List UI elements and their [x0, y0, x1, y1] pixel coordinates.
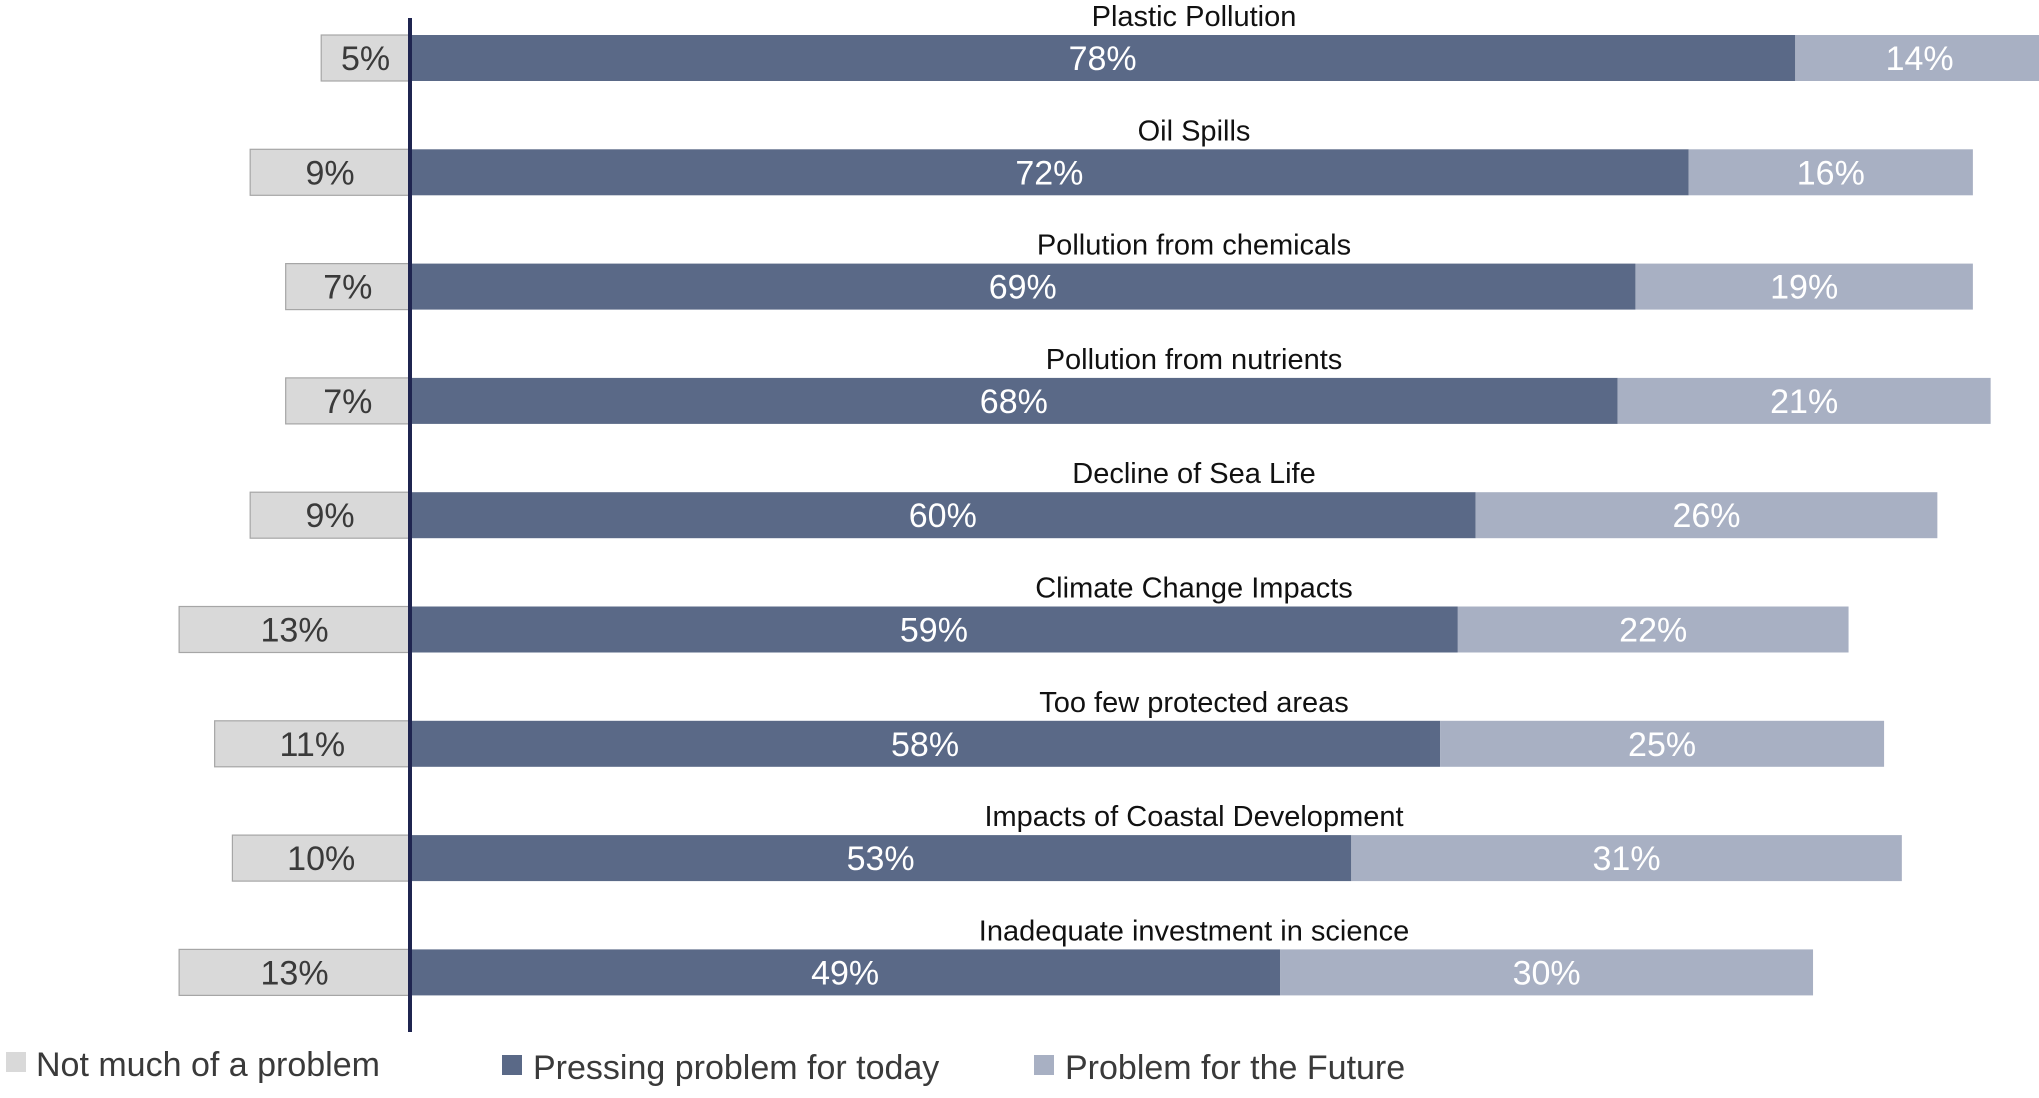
- value-label-problem-for-the-future: 14%: [1886, 40, 1954, 78]
- category-label: Oil Spills: [1138, 115, 1251, 147]
- legend-item-pressing-problem-for-today: Pressing problem for today: [502, 1049, 939, 1087]
- bar-not-much-of-a-problem: [285, 377, 411, 425]
- bar-row-pollution-from-chemicals: Pollution from chemicals 7% 69% 19%: [285, 230, 1973, 311]
- value-label-pressing-problem-for-today: 78%: [1069, 40, 1137, 78]
- legend-swatch: [1034, 1055, 1054, 1075]
- value-label-not-much-of-a-problem: 11%: [280, 726, 346, 764]
- value-label-not-much-of-a-problem: 13%: [261, 954, 329, 992]
- value-label-problem-for-the-future: 21%: [1770, 383, 1838, 421]
- bar-problem-for-the-future: [1795, 35, 2039, 81]
- value-label-not-much-of-a-problem: 9%: [306, 154, 355, 192]
- bar-row-climate-change-impacts: Climate Change Impacts 13% 59% 22%: [178, 573, 1849, 654]
- value-label-pressing-problem-for-today: 59%: [900, 612, 968, 650]
- category-label: Inadequate investment in science: [979, 915, 1409, 947]
- bar-problem-for-the-future: [1280, 949, 1814, 996]
- value-label-not-much-of-a-problem: 10%: [287, 840, 355, 878]
- bar-problem-for-the-future: [1457, 606, 1849, 653]
- value-label-problem-for-the-future: 16%: [1797, 154, 1865, 192]
- bar-problem-for-the-future: [1688, 149, 1973, 196]
- value-label-not-much-of-a-problem: 7%: [323, 269, 372, 307]
- bar-not-much-of-a-problem: [178, 948, 411, 997]
- value-label-not-much-of-a-problem: 13%: [261, 612, 329, 650]
- bar-problem-for-the-future: [1475, 492, 1938, 539]
- category-label: Plastic Pollution: [1092, 1, 1297, 33]
- category-label: Impacts of Coastal Development: [984, 801, 1403, 833]
- legend-item-problem-for-the-future: Problem for the Future: [1034, 1049, 1405, 1087]
- value-label-problem-for-the-future: 25%: [1628, 726, 1696, 764]
- value-label-pressing-problem-for-today: 68%: [980, 383, 1048, 421]
- bar-pressing-problem-for-today: [410, 263, 1636, 310]
- value-label-problem-for-the-future: 22%: [1619, 612, 1687, 650]
- bar-problem-for-the-future: [1635, 263, 1973, 310]
- bar-row-pollution-from-nutrients: Pollution from nutrients 7% 68% 21%: [285, 344, 1991, 425]
- bar-problem-for-the-future: [1440, 720, 1885, 767]
- legend-item-not-much-of-a-problem: Not much of a problem: [6, 1046, 380, 1084]
- value-label-pressing-problem-for-today: 69%: [989, 269, 1057, 307]
- category-label: Too few protected areas: [1039, 687, 1349, 719]
- legend: Not much of a problem Pressing problem fo…: [6, 1046, 1405, 1087]
- bars-group: Plastic Pollution 5% 78% 14% Oil Spills 9% 72%…: [178, 1, 2039, 997]
- bar-pressing-problem-for-today: [410, 492, 1476, 539]
- value-label-problem-for-the-future: 19%: [1770, 269, 1838, 307]
- bar-pressing-problem-for-today: [410, 835, 1352, 882]
- value-label-not-much-of-a-problem: 7%: [323, 383, 372, 421]
- value-label-problem-for-the-future: 30%: [1513, 954, 1581, 992]
- bar-row-plastic-pollution: Plastic Pollution 5% 78% 14%: [320, 1, 2039, 82]
- bar-pressing-problem-for-today: [410, 149, 1689, 196]
- bar-problem-for-the-future: [1351, 835, 1902, 882]
- legend-label: Problem for the Future: [1065, 1049, 1405, 1087]
- value-label-problem-for-the-future: 26%: [1672, 497, 1740, 535]
- value-label-problem-for-the-future: 31%: [1593, 840, 1661, 878]
- category-label: Climate Change Impacts: [1035, 573, 1353, 605]
- legend-label: Not much of a problem: [36, 1046, 380, 1084]
- value-label-not-much-of-a-problem: 5%: [341, 40, 390, 78]
- category-label: Decline of Sea Life: [1072, 458, 1315, 490]
- legend-swatch: [6, 1052, 26, 1072]
- bar-not-much-of-a-problem: [214, 720, 411, 768]
- bar-problem-for-the-future: [1617, 377, 1991, 424]
- category-label: Pollution from chemicals: [1037, 230, 1351, 262]
- value-label-pressing-problem-for-today: 60%: [909, 497, 977, 535]
- value-label-pressing-problem-for-today: 58%: [891, 726, 959, 764]
- value-label-not-much-of-a-problem: 9%: [306, 497, 355, 535]
- bar-row-decline-of-sea-life: Decline of Sea Life 9% 60% 26%: [249, 458, 1938, 539]
- bar-pressing-problem-for-today: [410, 720, 1441, 767]
- bar-not-much-of-a-problem: [320, 34, 411, 82]
- bar-not-much-of-a-problem: [285, 263, 411, 311]
- value-label-pressing-problem-for-today: 72%: [1015, 154, 1083, 192]
- bar-not-much-of-a-problem: [231, 834, 411, 882]
- bar-pressing-problem-for-today: [410, 949, 1281, 996]
- bar-row-inadequate-investment-in-science: Inadequate investment in science 13% 49% 30…: [178, 915, 1814, 997]
- legend-swatch: [502, 1055, 522, 1075]
- value-label-pressing-problem-for-today: 53%: [847, 840, 915, 878]
- bar-row-impacts-of-coastal-development: Impacts of Coastal Development 10% 53% 31%: [231, 801, 1902, 882]
- value-label-pressing-problem-for-today: 49%: [811, 954, 879, 992]
- legend-label: Pressing problem for today: [533, 1049, 939, 1087]
- bar-not-much-of-a-problem: [178, 605, 411, 654]
- bar-row-oil-spills: Oil Spills 9% 72% 16%: [249, 115, 1973, 196]
- category-label: Pollution from nutrients: [1046, 344, 1343, 376]
- bar-pressing-problem-for-today: [410, 606, 1458, 653]
- bar-pressing-problem-for-today: [410, 377, 1618, 424]
- bar-pressing-problem-for-today: [410, 35, 1796, 81]
- bar-row-too-few-protected-areas: Too few protected areas 11% 58% 25%: [214, 687, 1885, 768]
